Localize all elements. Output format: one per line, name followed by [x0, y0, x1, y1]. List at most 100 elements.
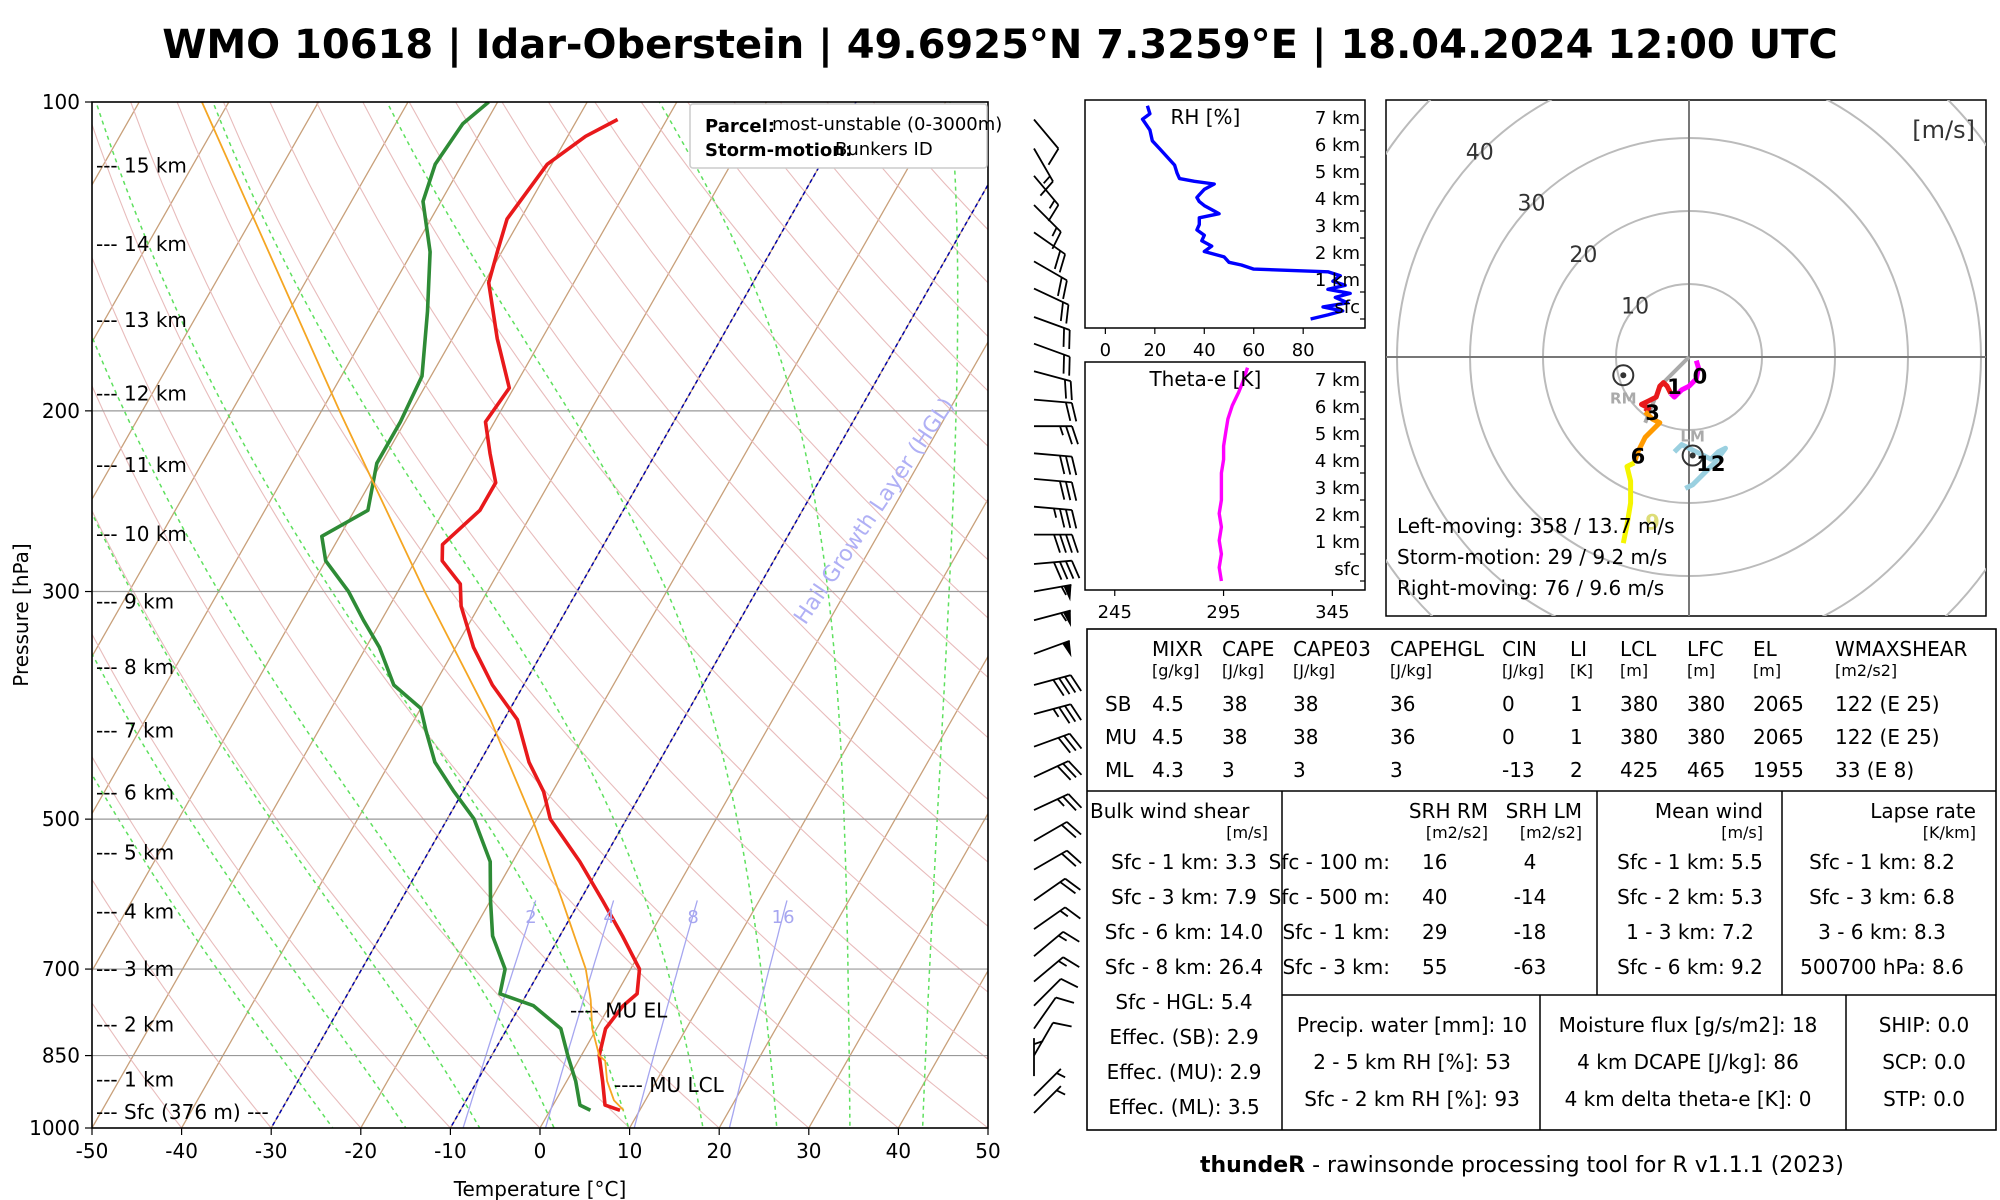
param-unit: [J/kg] [1222, 661, 1264, 680]
isotherm [92, 102, 230, 344]
lapse-rate-unit: [K/km] [1923, 823, 1976, 842]
barb-feather [1070, 482, 1078, 501]
lapse-rate-title: Lapse rate [1870, 799, 1976, 823]
moist-adiabat [92, 511, 481, 1128]
srh-rm-value: 40 [1422, 885, 1447, 909]
param-value: 0 [1502, 725, 1515, 749]
x-tick-label: 50 [975, 1139, 1000, 1163]
dry-adiabat [92, 122, 810, 1128]
wind-barb [1033, 931, 1080, 957]
param-value: 380 [1687, 692, 1725, 716]
hodo-segment [1669, 359, 1701, 400]
param-header: CAPE [1222, 637, 1274, 661]
isotherm [808, 812, 988, 1128]
bulk-shear-row: Effec. (MU): 2.9 [1107, 1060, 1262, 1084]
panel-y-label: sfc [1334, 297, 1360, 318]
barb-half-feather [1060, 612, 1068, 622]
height-label: --- 12 km [96, 382, 187, 406]
hodo-storm-marker-dot [1689, 452, 1696, 459]
barb-half-feather [1059, 910, 1069, 918]
footer-brand: thundeR [1200, 1153, 1305, 1178]
panel-plot [1217, 367, 1250, 582]
mixing-ratio-line [462, 900, 537, 1128]
srh-rm-value: 55 [1422, 955, 1447, 979]
barb-feather [1055, 996, 1075, 1004]
isotherm [92, 102, 588, 973]
hodo-segment [1639, 380, 1674, 414]
height-label: --- 8 km [96, 655, 174, 679]
barb-staff [1033, 821, 1068, 842]
barb-feather [1068, 329, 1071, 349]
barb-feather [1069, 703, 1082, 721]
hodo-height-label: 3 [1645, 401, 1660, 425]
barb-staff [1033, 1068, 1062, 1097]
barb-staff [1033, 148, 1054, 182]
composite-index-row: SCP: 0.0 [1882, 1050, 1966, 1074]
isotherm [92, 102, 409, 658]
barb-feather [1059, 508, 1066, 528]
panel-y-label: 6 km [1315, 397, 1360, 418]
isotherm [92, 102, 678, 1128]
param-value: 38 [1293, 725, 1318, 749]
srh-rm-value: 16 [1422, 850, 1447, 874]
barb-feather [1064, 676, 1077, 694]
param-value: 4.5 [1152, 725, 1184, 749]
dry-adiabat [315, 102, 988, 928]
wind-barb [1033, 398, 1078, 422]
moist-adiabat [92, 772, 334, 1128]
x-tick-label: -10 [434, 1139, 467, 1163]
param-unit: [m] [1687, 661, 1715, 680]
mixing-ratio-label: 16 [772, 907, 795, 928]
param-unit: [J/kg] [1390, 661, 1432, 680]
isotherm [539, 340, 988, 1128]
wind-barb [1033, 674, 1082, 697]
param-value: 33 (E 8) [1835, 758, 1914, 782]
panel-x-label: 20 [1143, 340, 1166, 361]
mixing-ratio-label: 2 [525, 907, 536, 928]
hodo-segment [1631, 410, 1663, 464]
mixing-ratio-line [544, 900, 615, 1128]
wind-barb [1033, 1068, 1066, 1097]
barb-feather [1057, 737, 1071, 754]
x-tick-label: -30 [255, 1139, 288, 1163]
barb-staff [1033, 342, 1071, 358]
param-header: LFC [1687, 637, 1724, 661]
barb-staff [1033, 996, 1057, 1030]
barb-feather [1065, 560, 1075, 579]
wind-barb [1033, 877, 1081, 902]
wind-barbs [1033, 118, 1083, 1114]
hgl-boundary [449, 183, 988, 1128]
hodo-height-label: 9 [1645, 510, 1660, 534]
barb-feather [1062, 931, 1080, 943]
bulk-shear-row: Effec. (ML): 3.5 [1108, 1095, 1259, 1119]
srh-lm-value: 4 [1524, 850, 1537, 874]
x-tick-label: 30 [796, 1139, 821, 1163]
hgl-boundary [270, 102, 857, 1128]
param-value: 4.3 [1152, 758, 1184, 782]
barb-staff [1033, 793, 1069, 811]
panel-y-label: 3 km [1315, 478, 1360, 499]
barb-staff [1033, 287, 1069, 306]
storm-motion-text: Right-moving: 76 / 9.6 m/s [1397, 576, 1664, 600]
footer-text: - rawinsonde processing tool for R v1.1.… [1305, 1153, 1844, 1178]
panel-y-label: 7 km [1315, 108, 1360, 129]
barb-feather [1053, 250, 1062, 270]
composite-index-row: STP: 0.0 [1883, 1087, 1965, 1111]
param-header: WMAXSHEAR [1835, 637, 1967, 661]
wind-barb [1033, 609, 1071, 627]
barb-feather [1065, 481, 1072, 501]
barb-half-feather [1043, 175, 1051, 184]
barb-feather [1068, 356, 1071, 376]
barb-staff [1033, 877, 1066, 902]
param-header: CAPE03 [1293, 637, 1371, 661]
wind-barb [1033, 118, 1060, 166]
profile-mu-parcel [201, 102, 625, 1111]
barb-feather [1065, 425, 1073, 445]
wind-barb [1033, 148, 1054, 197]
barb-feather [1057, 277, 1063, 297]
y-tick-label: 300 [42, 580, 80, 604]
barb-feather [1059, 480, 1066, 500]
param-value: 4.5 [1152, 692, 1184, 716]
barb-feather [1070, 456, 1078, 476]
barb-staff [1033, 674, 1071, 686]
